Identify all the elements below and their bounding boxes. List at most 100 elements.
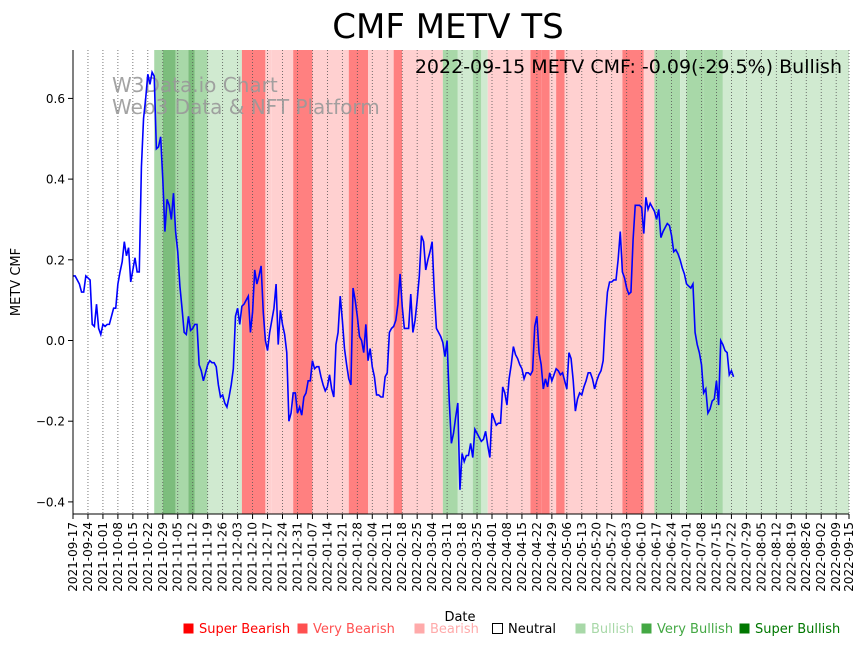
band-bearish-11 — [312, 50, 321, 514]
band-bullish-21 — [481, 50, 488, 514]
x-tick-label-25: 2022-03-11 — [440, 522, 454, 592]
legend-swatch-0 — [183, 623, 194, 634]
band-super-bullish-4 — [188, 50, 195, 514]
x-tick-label-51: 2022-09-09 — [829, 522, 843, 592]
x-tick-label-33: 2022-05-06 — [560, 522, 574, 592]
watermark-line-1: W3Data.io Chart — [112, 73, 278, 97]
x-tick-label-20: 2022-02-04 — [365, 522, 379, 592]
x-tick-label-38: 2022-06-10 — [635, 522, 649, 592]
band-bearish-27 — [564, 50, 623, 514]
x-tick-label-36: 2022-05-27 — [605, 522, 619, 592]
x-tick-label-39: 2022-06-17 — [650, 522, 664, 592]
x-tick-label-30: 2022-04-15 — [515, 522, 529, 592]
legend-label-4: Bullish — [591, 622, 634, 637]
x-tick-label-18: 2022-01-21 — [335, 522, 349, 592]
legend-swatch-5 — [641, 623, 652, 634]
legend-swatch-6 — [739, 623, 750, 634]
x-axis-ticks: 2021-09-17 2021-09-24 2021-10-01 2021-10-08… — [66, 514, 856, 592]
x-tick-label-8: 2021-11-12 — [186, 522, 200, 592]
y-tick-label-4: 0.4 — [46, 173, 65, 187]
x-tick-label-45: 2022-07-29 — [739, 522, 753, 592]
y-axis-label: METV CMF — [9, 248, 24, 316]
x-tick-label-21: 2022-02-11 — [380, 522, 394, 592]
x-tick-label-7: 2021-11-05 — [171, 522, 185, 592]
band-very-bearish-28 — [622, 50, 644, 514]
band-bearish-8 — [265, 50, 272, 514]
x-tick-label-0: 2021-09-17 — [66, 522, 80, 592]
legend-swatch-1 — [297, 623, 308, 634]
y-tick-label-2: 0.0 — [46, 334, 65, 348]
band-bearish-25 — [549, 50, 557, 514]
band-very-bearish-16 — [393, 50, 403, 514]
band-very-bearish-14 — [348, 50, 369, 514]
x-tick-label-42: 2022-07-08 — [694, 522, 708, 592]
x-tick-label-5: 2021-10-22 — [141, 522, 155, 592]
band-white-0 — [73, 50, 155, 514]
x-tick-label-23: 2022-02-25 — [410, 522, 424, 592]
watermark-line-2: Web3 Data & NFT Platform — [112, 95, 380, 119]
x-tick-label-13: 2021-12-17 — [261, 522, 275, 592]
band-bearish-29 — [643, 50, 655, 514]
band-bullish-31 — [680, 50, 687, 514]
x-tick-label-11: 2021-12-03 — [231, 522, 245, 592]
band-very-bearish-10 — [293, 50, 313, 514]
x-tick-label-48: 2022-08-19 — [784, 522, 798, 592]
x-tick-label-37: 2022-06-03 — [620, 522, 634, 592]
x-tick-label-19: 2022-01-28 — [350, 522, 364, 592]
legend-swatch-3 — [492, 623, 503, 634]
legend-swatch-2 — [414, 623, 425, 634]
x-tick-label-24: 2022-03-04 — [425, 522, 439, 592]
band-bullish-6 — [207, 50, 242, 514]
x-tick-label-34: 2022-05-13 — [575, 522, 589, 592]
x-tick-label-41: 2022-07-01 — [680, 522, 694, 592]
band-bullish-34 — [722, 50, 745, 514]
x-tick-label-40: 2022-06-24 — [665, 522, 679, 592]
x-tick-label-3: 2021-10-08 — [111, 522, 125, 592]
x-tick-label-2: 2021-10-01 — [96, 522, 110, 592]
x-tick-label-6: 2021-10-29 — [156, 522, 170, 592]
y-tick-label-5: 0.6 — [46, 92, 65, 106]
band-very-bullish-1 — [154, 50, 163, 514]
x-tick-label-17: 2022-01-14 — [320, 522, 334, 592]
legend-label-3: Neutral — [508, 622, 556, 637]
x-tick-label-26: 2022-03-18 — [455, 522, 469, 592]
band-bearish-17 — [402, 50, 443, 514]
x-tick-label-32: 2022-04-29 — [545, 522, 559, 592]
x-tick-label-28: 2022-04-01 — [485, 522, 499, 592]
x-tick-label-35: 2022-05-20 — [590, 522, 604, 592]
band-bearish-13 — [329, 50, 349, 514]
chart-title: CMF METV TS — [332, 7, 563, 47]
x-tick-label-27: 2022-03-25 — [470, 522, 484, 592]
legend-label-5: Very Bullish — [657, 622, 733, 637]
legend-label-6: Super Bullish — [755, 622, 840, 637]
x-tick-label-43: 2022-07-15 — [709, 522, 723, 592]
legend-label-0: Super Bearish — [199, 622, 290, 637]
band-bullish-19 — [457, 50, 473, 514]
band-bearish-22 — [487, 50, 531, 514]
x-tick-label-49: 2022-08-26 — [799, 522, 813, 592]
band-very-bullish-30 — [654, 50, 681, 514]
sentiment-bands — [73, 50, 849, 514]
legend: Super Bearish Very Bearish Bearish Neutral B… — [183, 622, 840, 637]
band-bearish-12 — [320, 50, 330, 514]
x-axis-label: Date — [444, 610, 475, 625]
x-tick-label-1: 2021-09-24 — [81, 522, 95, 592]
x-tick-label-44: 2022-07-22 — [724, 522, 738, 592]
x-tick-label-29: 2022-04-08 — [500, 522, 514, 592]
legend-label-2: Bearish — [430, 622, 479, 637]
x-tick-label-22: 2022-02-18 — [395, 522, 409, 592]
x-tick-label-50: 2022-09-02 — [814, 522, 828, 592]
y-tick-label-1: −0.2 — [36, 415, 65, 429]
y-axis-ticks: −0.4 −0.2 0.0 0.2 0.4 0.6 — [36, 92, 73, 509]
band-very-bullish-3 — [175, 50, 189, 514]
x-tick-label-46: 2022-08-05 — [754, 522, 768, 592]
band-very-bullish-18 — [442, 50, 458, 514]
x-tick-label-52: 2022-09-15 — [842, 522, 856, 592]
x-tick-label-9: 2021-11-19 — [201, 522, 215, 592]
x-tick-label-12: 2021-12-10 — [246, 522, 260, 592]
band-bearish-15 — [368, 50, 394, 514]
band-bullish-35 — [744, 50, 849, 514]
x-tick-label-16: 2022-01-07 — [305, 522, 319, 592]
y-tick-label-3: 0.2 — [46, 253, 65, 267]
